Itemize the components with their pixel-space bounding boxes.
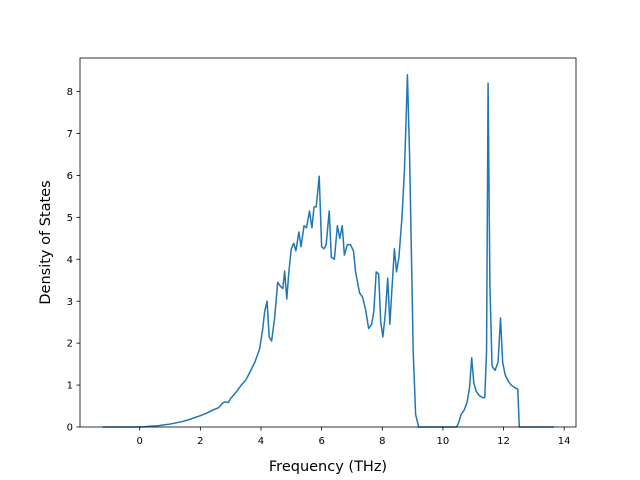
- x-tick-label: 2: [197, 436, 203, 447]
- y-tick-label: 7: [67, 129, 73, 140]
- x-tick-label: 14: [558, 436, 571, 447]
- y-tick-label: 5: [67, 213, 73, 224]
- y-tick-label: 4: [67, 255, 73, 266]
- x-tick-label: 12: [497, 436, 510, 447]
- y-tick-label: 1: [67, 381, 73, 392]
- plot-frame: [79, 57, 577, 428]
- plot-area: [102, 74, 554, 428]
- y-axis-ticks: 0 1 2 3 4 5 6 7 8: [67, 87, 80, 434]
- y-tick-label: 8: [67, 87, 73, 98]
- x-tick-label: 6: [318, 436, 324, 447]
- x-tick-label: 0: [137, 436, 143, 447]
- x-tick-label: 4: [258, 436, 264, 447]
- x-tick-label: 10: [437, 436, 450, 447]
- y-tick-label: 6: [67, 171, 73, 182]
- y-tick-label: 3: [67, 297, 73, 308]
- y-tick-label: 0: [67, 423, 73, 434]
- x-tick-label: 8: [379, 436, 385, 447]
- x-axis-label: Frequency (THz): [269, 459, 387, 475]
- y-axis-label: Density of States: [38, 180, 54, 304]
- dos-series-line-0: [102, 74, 554, 428]
- y-tick-label: 2: [67, 339, 73, 350]
- x-axis-ticks: 0 2 4 6 8 10 12 14: [137, 427, 571, 447]
